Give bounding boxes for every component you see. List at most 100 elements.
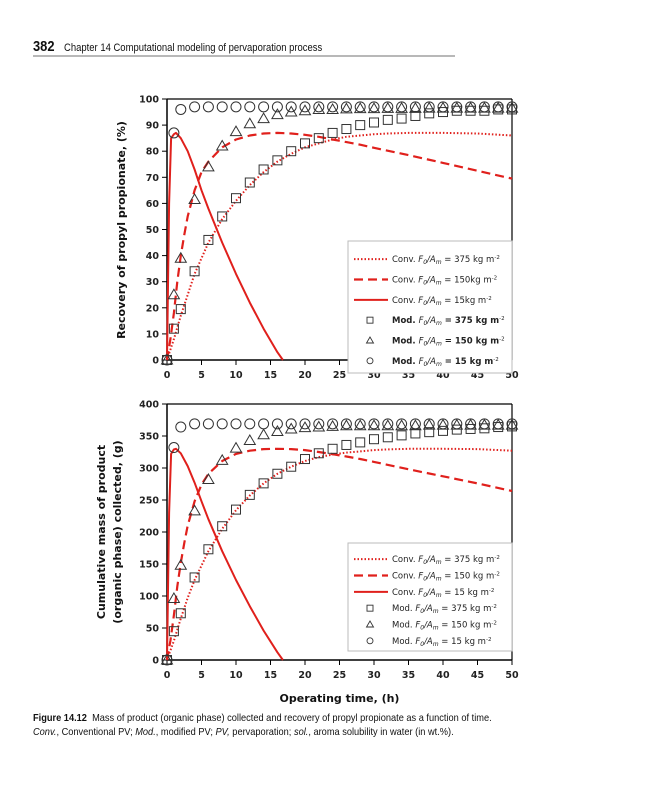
- caption-fragment: Conv.: [33, 726, 57, 738]
- marker-square: [341, 124, 352, 135]
- marker-circle: [189, 101, 201, 113]
- legend-label: Conv. F0/Am = 375 kg m-2: [392, 555, 500, 566]
- marker-triangle: [167, 592, 181, 604]
- marker-triangle: [340, 419, 353, 431]
- marker-triangle: [174, 558, 188, 570]
- marker-square: [189, 266, 200, 277]
- marker-triangle: [160, 353, 174, 365]
- marker-circle: [202, 418, 214, 430]
- marker-circle: [285, 101, 297, 113]
- series-line-dashed: [165, 447, 513, 661]
- marker-triangle: [409, 101, 422, 113]
- y-tick-label: 10: [146, 329, 160, 340]
- marker-triangle: [215, 453, 229, 465]
- marker-circle: [258, 101, 270, 113]
- marker-triangle: [243, 117, 257, 129]
- page-number: 382: [33, 38, 55, 55]
- y-tick-label: 350: [139, 432, 159, 443]
- marker-circle: [451, 418, 463, 430]
- x-tick-label: 20: [298, 370, 312, 381]
- legend-label: Conv. F0/Am = 375 kg m-2: [392, 255, 500, 266]
- legend-label: Conv. F0/Am = 150 kg m-2: [392, 572, 500, 583]
- marker-circle: [271, 101, 283, 113]
- marker-square: [327, 127, 338, 138]
- legend-label: Mod. F0/Am = 15 kg m-2: [392, 357, 499, 368]
- marker-circle: [506, 418, 518, 430]
- legend-label: Mod. F0/Am = 150 kg m-2: [392, 621, 497, 632]
- marker-circle: [478, 418, 490, 430]
- marker-circle: [313, 101, 325, 113]
- marker-circle: [168, 442, 180, 454]
- marker-square: [175, 304, 186, 315]
- chart-recovery: 0 10 20 30 40 50 60 70 80 90 100 0 5 10 15 20 25 30 35 40 45…: [115, 95, 519, 382]
- marker-square: [231, 504, 241, 515]
- marker-triangle: [381, 101, 395, 113]
- y-tick-label: 300: [139, 464, 159, 475]
- marker-square: [369, 434, 379, 445]
- marker-square: [203, 544, 214, 555]
- x-tick-label: 5: [198, 670, 205, 681]
- legend: Conv. F0/Am = 375 kg m-2 Conv. F0/Am = 15…: [347, 240, 513, 374]
- caption-line1: Mass of product (organic phase) collecte…: [92, 712, 492, 724]
- marker-triangle: [188, 504, 201, 516]
- marker-square: [244, 489, 255, 500]
- marker-circle: [327, 418, 339, 430]
- y-tick-label: 50: [146, 225, 160, 236]
- marker-circle: [168, 127, 180, 139]
- y-tick-label: 20: [146, 303, 160, 314]
- x-tick-label: 30: [367, 370, 381, 381]
- marker-circle: [409, 418, 421, 430]
- legend-marker-triangle: [365, 336, 375, 344]
- marker-circle: [327, 101, 339, 113]
- marker-circle: [161, 654, 173, 666]
- marker-circle: [202, 101, 214, 113]
- marker-square: [382, 114, 393, 125]
- legend-box: [347, 240, 513, 374]
- running-title: Chapter 14 Computational modeling of per…: [64, 42, 323, 54]
- y-tick-label: 200: [139, 528, 159, 539]
- marker-circle: [382, 418, 394, 430]
- marker-triangle: [326, 102, 339, 114]
- marker-circle: [340, 101, 352, 113]
- x-tick-label: 40: [436, 670, 450, 681]
- marker-triangle: [340, 102, 353, 114]
- y-axis-label-line: (organic phase) collected, (g): [111, 440, 124, 623]
- marker-square: [300, 454, 310, 465]
- marker-circle: [396, 101, 408, 113]
- x-tick-label: 35: [402, 370, 415, 381]
- x-tick-label: 10: [229, 670, 243, 681]
- marker-square: [286, 461, 297, 472]
- marker-triangle: [174, 251, 188, 263]
- marker-square: [493, 422, 504, 433]
- marker-square: [327, 443, 338, 454]
- legend-label: Conv. F0/Am = 150kg m-2: [392, 276, 497, 287]
- marker-triangle: [202, 160, 215, 172]
- marker-square: [168, 626, 179, 637]
- marker-square: [168, 323, 179, 334]
- caption-label: Figure 14.12: [33, 712, 87, 724]
- marker-square: [258, 478, 269, 489]
- marker-circle: [285, 418, 297, 430]
- marker-circle: [175, 421, 187, 433]
- x-tick-label: 40: [436, 370, 450, 381]
- marker-circle: [478, 101, 490, 113]
- marker-circle: [492, 101, 504, 113]
- marker-triangle: [167, 288, 181, 300]
- x-tick-label: 25: [333, 670, 346, 681]
- running-head: 382 Chapter 14 Computational modeling of…: [33, 38, 322, 55]
- legend-label: Mod. F0/Am = 375 kg m-2: [392, 604, 497, 615]
- y-tick-label: 100: [139, 95, 159, 106]
- marker-triangle: [229, 441, 243, 453]
- y-tick-label: 30: [146, 277, 160, 288]
- marker-square: [369, 117, 379, 128]
- marker-circle: [189, 418, 201, 430]
- marker-circle: [216, 418, 228, 430]
- legend-label: Mod. F0/Am = 375 kg m-2: [392, 316, 505, 327]
- x-tick-label: 50: [505, 670, 519, 681]
- marker-circle: [340, 418, 352, 430]
- marker-square: [355, 120, 366, 131]
- x-tick-label: 30: [367, 670, 381, 681]
- marker-square: [272, 468, 283, 479]
- legend-box: [347, 542, 513, 652]
- caption-fragment: sol.: [293, 726, 309, 738]
